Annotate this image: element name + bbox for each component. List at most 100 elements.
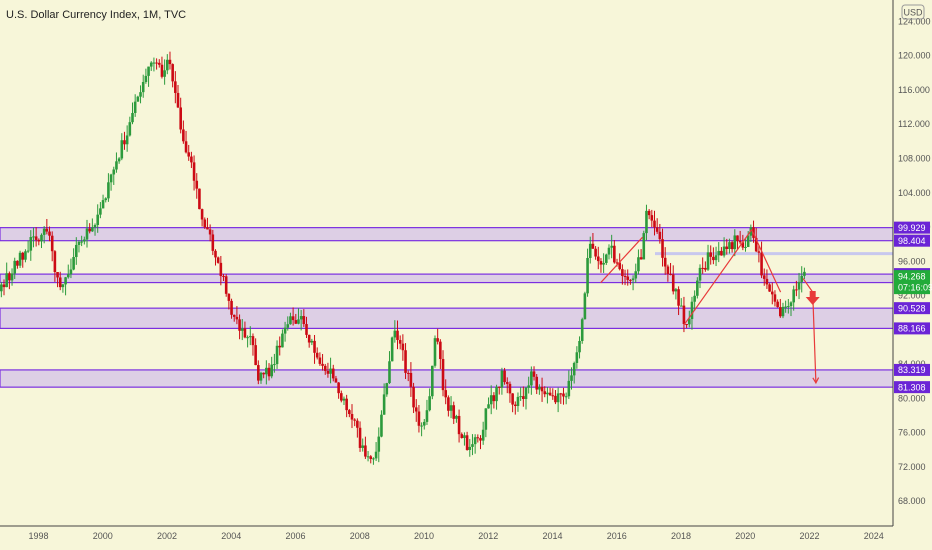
candle-body bbox=[182, 129, 185, 142]
candle-body bbox=[374, 451, 378, 459]
candle-body bbox=[779, 307, 782, 317]
candle-body bbox=[704, 267, 707, 270]
candle-body bbox=[101, 200, 105, 209]
candle-body bbox=[34, 236, 38, 240]
candle-body bbox=[286, 324, 290, 328]
candle-body bbox=[58, 277, 62, 288]
candle-body bbox=[48, 231, 51, 236]
candle-body bbox=[372, 458, 375, 460]
candle-body bbox=[10, 273, 14, 281]
candle-body bbox=[591, 243, 595, 249]
candle-body bbox=[768, 284, 771, 292]
candle-body bbox=[682, 305, 686, 325]
candle-body bbox=[784, 306, 787, 308]
candle-body bbox=[184, 141, 188, 153]
candle-body bbox=[524, 387, 528, 399]
candle-body bbox=[198, 188, 201, 210]
candle-body bbox=[133, 101, 137, 113]
level-badge-label: 81.308 bbox=[898, 382, 926, 392]
candle-body bbox=[797, 281, 801, 290]
y-tick-label: 104.000 bbox=[898, 188, 931, 198]
candle-body bbox=[709, 252, 713, 257]
candles-layer[interactable] bbox=[0, 51, 806, 465]
candle-body bbox=[465, 435, 469, 450]
candle-body bbox=[326, 370, 330, 374]
currency-badge[interactable] bbox=[901, 4, 925, 20]
candle-body bbox=[572, 362, 576, 376]
candle-body bbox=[714, 255, 718, 261]
candle-body bbox=[479, 438, 482, 441]
candle-body bbox=[107, 182, 110, 199]
candle-body bbox=[781, 306, 785, 317]
y-tick-label: 112.000 bbox=[898, 119, 930, 129]
level-badge-label: 99.929 bbox=[898, 223, 926, 233]
candle-body bbox=[203, 219, 207, 228]
candle-body bbox=[149, 62, 153, 67]
y-tick-label: 76.000 bbox=[898, 428, 926, 438]
candle-body bbox=[409, 372, 413, 387]
candle-body bbox=[663, 257, 667, 267]
x-tick-label: 2020 bbox=[735, 531, 755, 541]
candle-body bbox=[543, 391, 547, 395]
candle-body bbox=[647, 210, 651, 216]
candle-body bbox=[168, 59, 172, 65]
y-tick-label: 120.000 bbox=[898, 51, 931, 61]
candle-body bbox=[77, 241, 81, 245]
candle-body bbox=[578, 341, 581, 353]
candle-body bbox=[13, 260, 17, 274]
x-tick-label: 2006 bbox=[286, 531, 306, 541]
candle-body bbox=[639, 257, 643, 260]
candle-body bbox=[115, 161, 118, 170]
candle-body bbox=[674, 289, 678, 292]
candle-body bbox=[602, 262, 605, 265]
x-tick-label: 2000 bbox=[93, 531, 113, 541]
candle-body bbox=[230, 300, 233, 315]
candle-body bbox=[687, 319, 691, 325]
candle-body bbox=[160, 64, 164, 77]
candle-body bbox=[618, 262, 621, 270]
candle-body bbox=[564, 396, 568, 398]
candle-body bbox=[393, 330, 397, 338]
candle-body bbox=[297, 319, 300, 324]
candle-body bbox=[653, 220, 656, 228]
candle-body bbox=[96, 214, 100, 225]
candle-body bbox=[519, 396, 522, 398]
candle-body bbox=[66, 274, 70, 278]
candle-body bbox=[800, 275, 804, 282]
level-badge bbox=[894, 381, 930, 394]
candle-body bbox=[655, 227, 659, 232]
candle-body bbox=[762, 275, 766, 279]
candle-body bbox=[621, 269, 624, 277]
candle-body bbox=[342, 398, 346, 401]
candle-body bbox=[248, 336, 252, 338]
candle-body bbox=[717, 250, 721, 256]
candle-body bbox=[141, 81, 145, 93]
candle-body bbox=[29, 237, 33, 251]
candle-body bbox=[481, 429, 485, 441]
candle-body bbox=[232, 314, 236, 317]
candle-body bbox=[246, 337, 249, 339]
candle-body bbox=[690, 301, 694, 320]
candle-body bbox=[72, 257, 75, 270]
candle-body bbox=[586, 257, 589, 294]
level-badge bbox=[894, 234, 930, 247]
chart-title: U.S. Dollar Currency Index, 1M, TVC bbox=[6, 9, 186, 21]
y-tick-label: 124.000 bbox=[898, 16, 931, 26]
candle-body bbox=[452, 405, 456, 419]
candle-body bbox=[433, 338, 437, 366]
candle-body bbox=[208, 229, 212, 235]
candle-body bbox=[455, 415, 458, 419]
candle-body bbox=[583, 293, 587, 320]
candle-body bbox=[599, 261, 603, 265]
candle-body bbox=[315, 352, 319, 358]
candle-body bbox=[487, 404, 490, 409]
down-arrow-icon bbox=[805, 290, 820, 305]
candle-body bbox=[698, 267, 702, 281]
candle-body bbox=[331, 368, 335, 379]
candle-body bbox=[765, 278, 769, 285]
candle-body bbox=[744, 246, 747, 248]
candle-body bbox=[538, 386, 541, 390]
candle-body bbox=[251, 336, 255, 346]
candle-body bbox=[334, 378, 338, 383]
x-tick-label: 2022 bbox=[799, 531, 819, 541]
